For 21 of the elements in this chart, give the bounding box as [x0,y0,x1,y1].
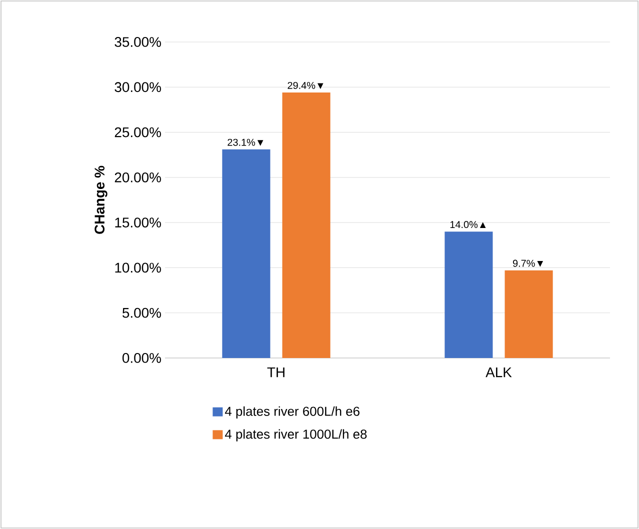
y-tick-label: 35.00% [114,37,161,47]
y-tick-label: 5.00% [122,308,161,318]
y-tick-label: 25.00% [114,127,161,138]
y-tick-label: 20.00% [114,172,161,182]
data-label: 9.7%▼ [512,260,544,267]
bar [282,92,330,358]
bar [504,270,553,358]
y-tick-label: 10.00% [115,262,161,273]
data-label: 14.0%▲ [450,221,486,228]
bar [222,149,270,358]
data-label: 23.1%▼ [228,138,264,146]
y-tick-label: 30.00% [114,82,161,92]
y-tick-label: 15.00% [115,218,161,228]
bar [444,232,493,358]
x-tick-label: ALK [486,367,512,378]
legend-label: 4 plates river 600L/h e6 [224,406,360,418]
y-axis-title: CHange % [94,166,108,234]
y-tick-label: 0.00% [122,353,161,363]
data-label: 29.4%▼ [288,82,324,90]
x-tick-label: TH [267,367,284,378]
legend-label: 4 plates river 1000L/h e8 [224,429,367,442]
